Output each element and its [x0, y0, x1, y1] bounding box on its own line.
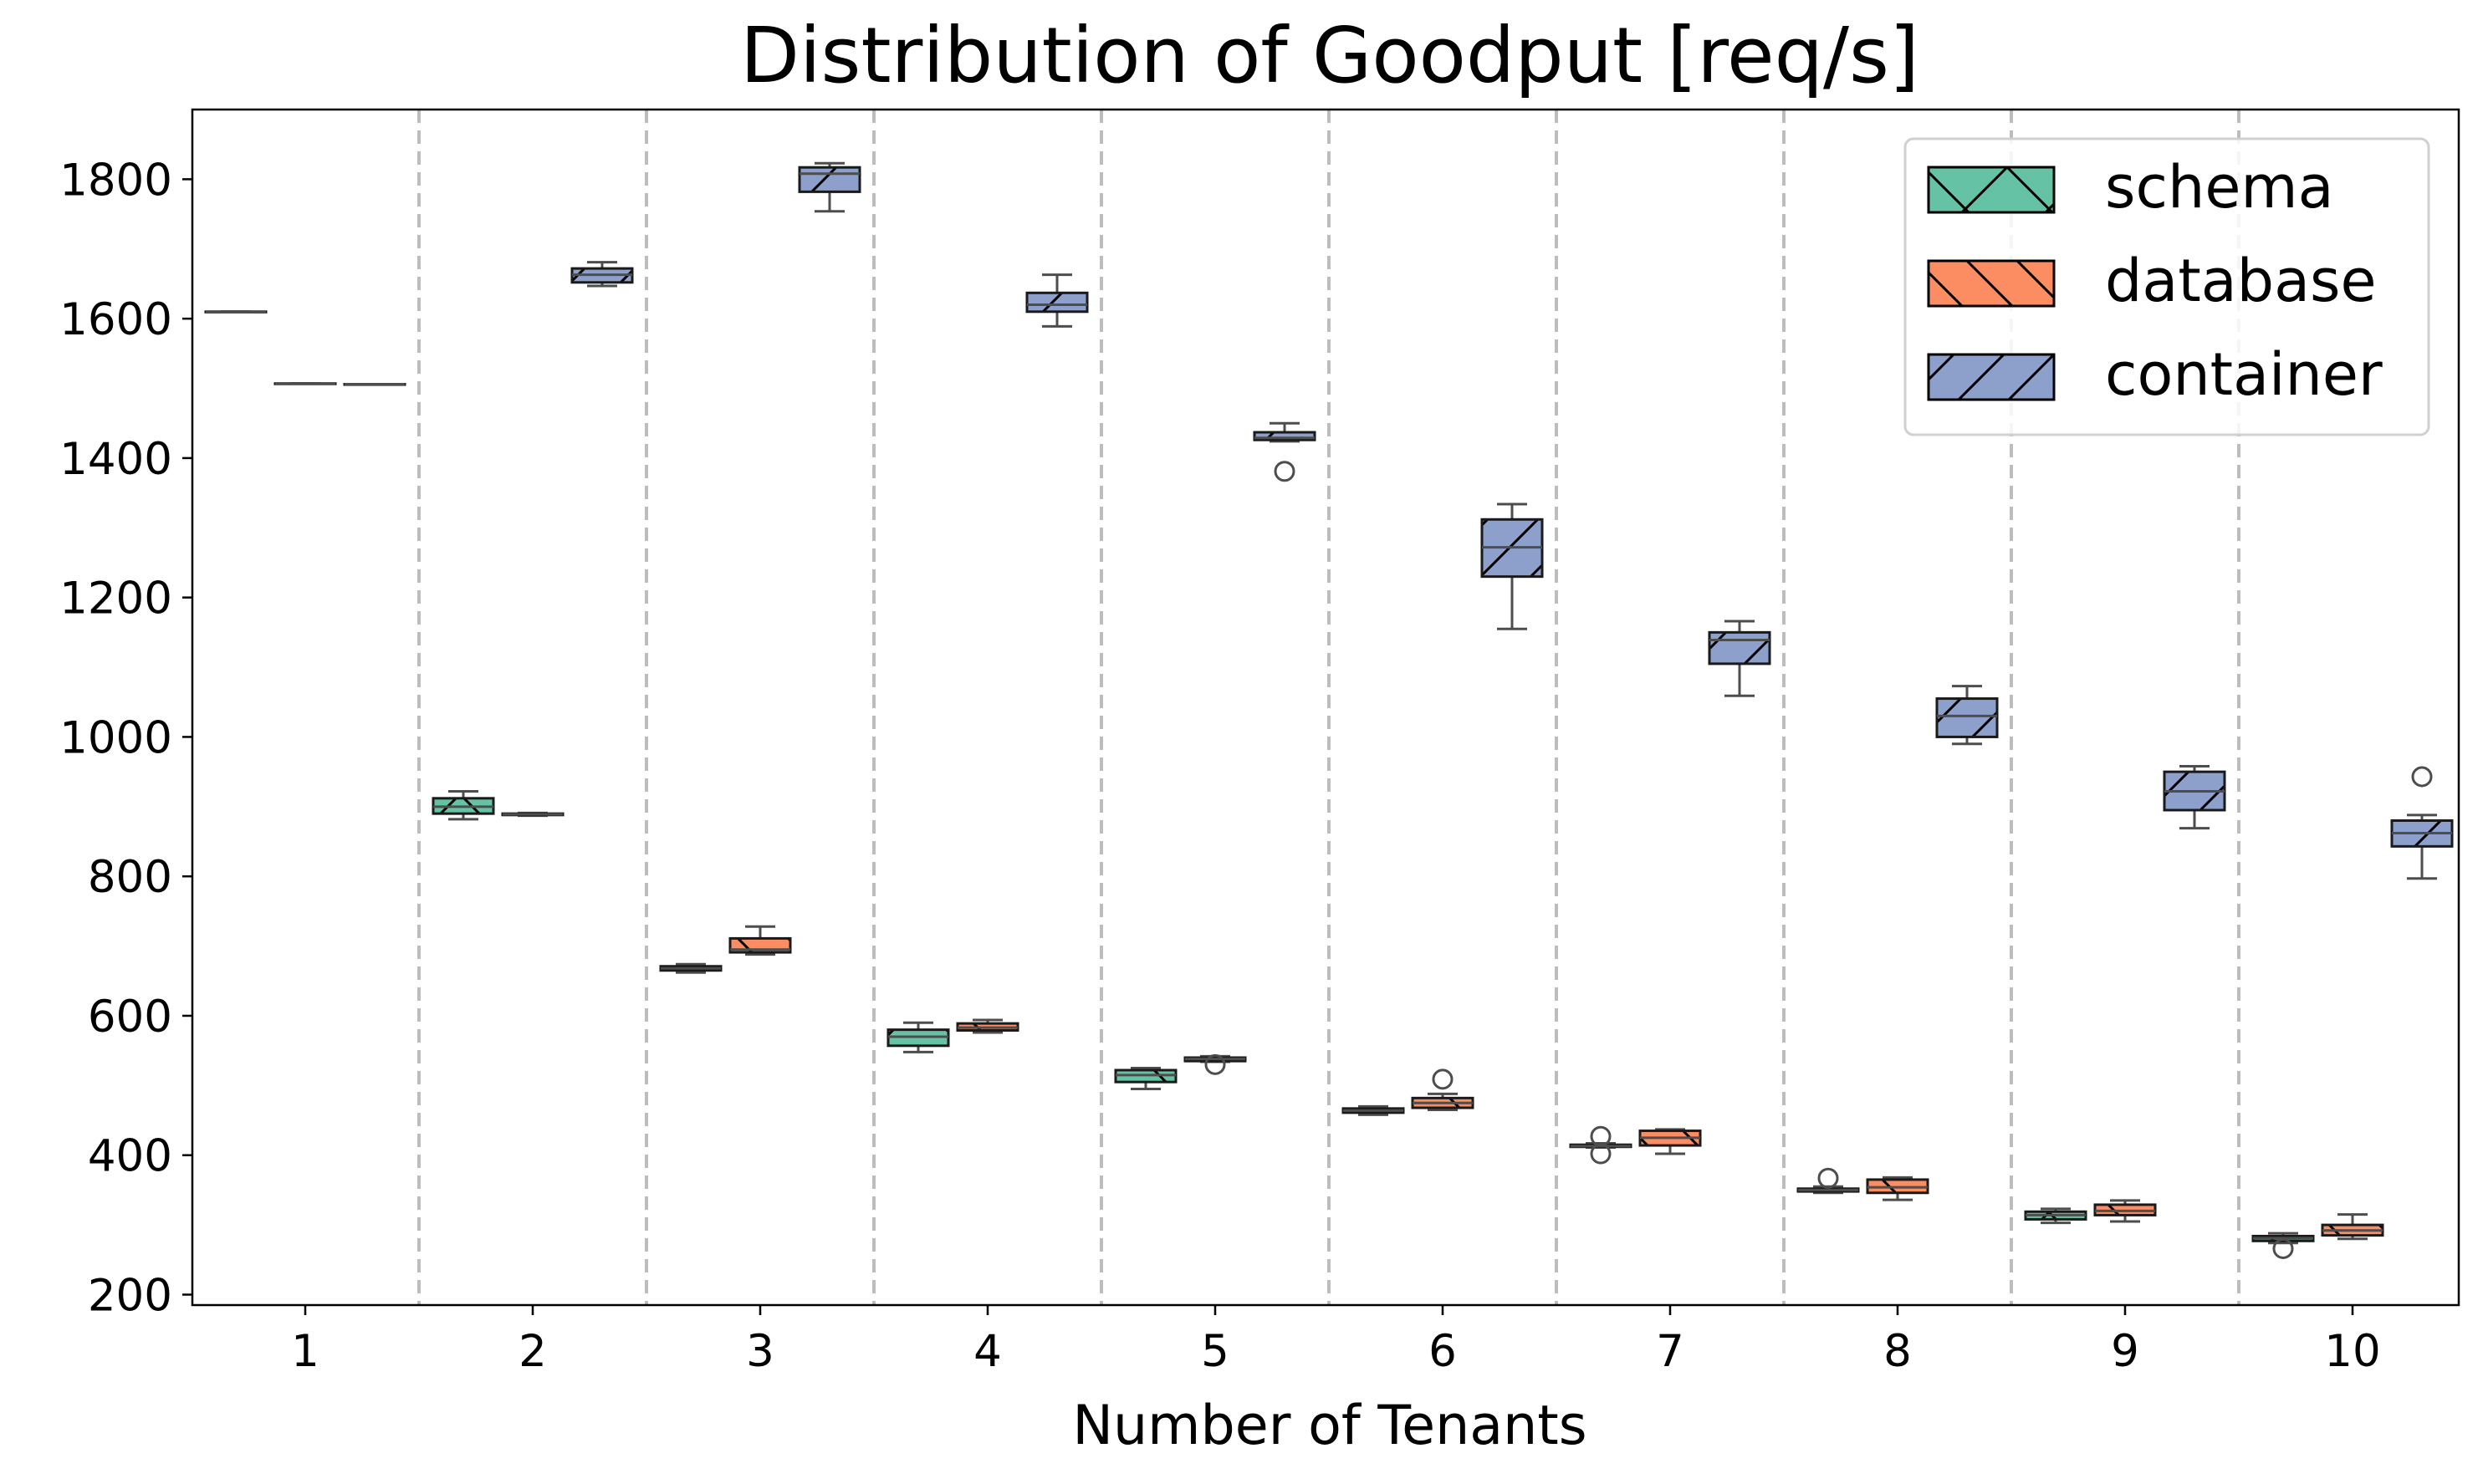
y-tick-label: 1400	[59, 434, 172, 485]
x-tick-label: 1	[291, 1326, 319, 1377]
legend-hatch-container	[1929, 354, 2054, 400]
box-schema-10	[2251, 1232, 2315, 1259]
box-database-3	[728, 925, 792, 956]
box-outline	[728, 936, 792, 954]
legend-outline-container	[1927, 353, 2056, 401]
legend-outline-database	[1927, 259, 2056, 308]
legend-label-schema: schema	[2105, 153, 2333, 222]
box-outline	[1935, 697, 1999, 738]
x-tick-label: 8	[1883, 1326, 1912, 1377]
box-hatch	[800, 167, 860, 192]
box-container-8	[1935, 685, 1999, 746]
legend-outline-schema	[1927, 166, 2056, 214]
x-tick-label: 5	[1201, 1326, 1229, 1377]
box-container-2	[570, 261, 634, 288]
legend: schema database container	[1903, 137, 2430, 436]
box-database-9	[2093, 1199, 2157, 1223]
box-database-8	[1866, 1175, 1929, 1201]
y-axis: 200 400 600 800 1000 1200 1400 1600 1800	[59, 155, 192, 1321]
box-hatch	[1027, 293, 1087, 312]
x-axis: 1 2 3 4 5 6 7 8 9 10	[291, 1305, 2381, 1377]
y-tick-label: 600	[88, 992, 172, 1043]
x-tick-label: 3	[746, 1326, 774, 1377]
box-hatch	[1937, 698, 1997, 737]
y-tick-label: 800	[88, 852, 172, 903]
y-tick-label: 400	[88, 1131, 172, 1182]
box-hatch	[1254, 432, 1315, 441]
box-database-10	[2321, 1213, 2384, 1241]
box-container-5	[1253, 421, 1316, 482]
box-container-7	[1708, 620, 1771, 697]
y-tick-label: 1000	[59, 712, 172, 763]
x-tick-label: 9	[2111, 1326, 2139, 1377]
outlier-point	[1817, 1167, 1839, 1189]
plot-frame	[191, 108, 2460, 1307]
box-schema-5	[1114, 1067, 1178, 1091]
x-tick-label: 2	[519, 1326, 547, 1377]
box-outline	[1025, 291, 1089, 314]
outlier-point	[1590, 1125, 1612, 1147]
box-schema-6	[1341, 1104, 1405, 1116]
x-tick-label: 6	[1428, 1326, 1457, 1377]
box-schema-1	[204, 310, 268, 314]
box-database-2	[501, 811, 565, 818]
box-schema-7	[1569, 1125, 1632, 1165]
chart-title: Distribution of Goodput [req/s]	[740, 11, 1919, 100]
series-schema	[204, 310, 2315, 1259]
box-database-7	[1638, 1128, 1702, 1155]
box-schema-3	[659, 962, 723, 974]
x-axis-title: Number of Tenants	[1072, 1395, 1586, 1457]
y-tick-label: 1800	[59, 155, 172, 206]
outlier-point	[2272, 1237, 2294, 1259]
outlier-point	[1432, 1068, 1454, 1090]
series-container	[343, 161, 2454, 880]
x-tick-label: 7	[1656, 1326, 1684, 1377]
box-hatch	[1709, 632, 1770, 664]
box-database-6	[1411, 1068, 1474, 1112]
box-outline	[1253, 431, 1316, 441]
box-schema-9	[2024, 1207, 2087, 1225]
box-schema-8	[1796, 1167, 1860, 1195]
box-database-4	[956, 1018, 1019, 1034]
outlier-point	[2411, 766, 2433, 788]
box-container-9	[2163, 764, 2226, 830]
x-tick-label: 4	[973, 1326, 1002, 1377]
box-database-5	[1183, 1053, 1247, 1075]
outlier-point	[1204, 1053, 1226, 1075]
legend-hatch-schema	[1929, 167, 2054, 212]
box-schema-2	[432, 789, 495, 821]
y-tick-label: 1200	[59, 574, 172, 625]
legend-label-container: container	[2105, 340, 2383, 409]
box-container-4	[1025, 273, 1089, 328]
y-tick-label: 200	[88, 1270, 172, 1321]
box-container-6	[1480, 502, 1544, 630]
box-container-10	[2390, 766, 2454, 880]
outlier-point	[1274, 461, 1295, 482]
legend-label-database: database	[2105, 247, 2377, 315]
box-outline	[1708, 630, 1771, 666]
y-tick-label: 1600	[59, 294, 172, 345]
box-outline	[798, 166, 861, 193]
legend-hatch-database	[1929, 261, 2054, 306]
box-schema-4	[886, 1021, 950, 1053]
box-database-1	[273, 382, 337, 385]
box-container-3	[798, 161, 861, 213]
series-database	[273, 382, 2384, 1241]
x-tick-label: 10	[2324, 1326, 2380, 1377]
box-series-group	[204, 161, 2454, 1259]
